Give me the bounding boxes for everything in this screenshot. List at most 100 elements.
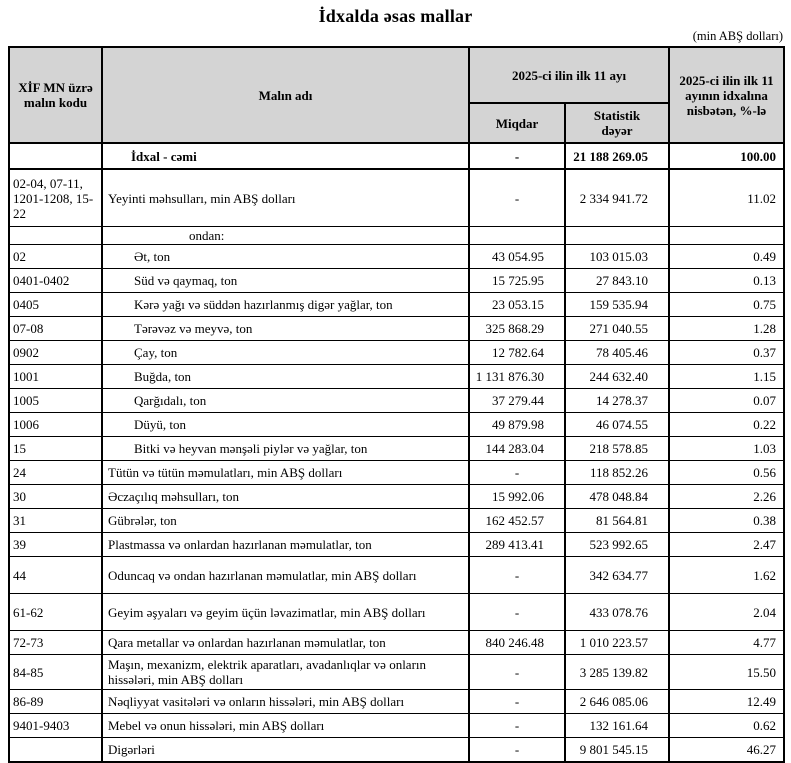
cell-quantity: - — [468, 713, 566, 738]
cell-commodity-code: 61-62 — [8, 593, 103, 631]
cell-statistical-value: 21 188 269.05 — [564, 142, 670, 170]
cell-commodity-code: 15 — [8, 436, 103, 461]
table-row: 0405 Kərə yağı və süddən hazırlanmış dig… — [8, 292, 785, 317]
cell-statistical-value: 2 646 085.06 — [564, 689, 670, 714]
cell-commodity-name: Çay, ton — [101, 340, 470, 365]
cell-statistical-value: 132 161.64 — [564, 713, 670, 738]
cell-statistical-value: 523 992.65 — [564, 532, 670, 557]
cell-percent-share: 46.27 — [668, 737, 785, 763]
cell-statistical-value — [564, 226, 670, 245]
cell-percent-share: 0.22 — [668, 412, 785, 437]
cell-statistical-value: 159 535.94 — [564, 292, 670, 317]
cell-quantity: - — [468, 654, 566, 690]
cell-percent-share: 2.47 — [668, 532, 785, 557]
table-row: 0401-0402 Süd və qaymaq, ton 15 725.95 2… — [8, 268, 785, 293]
cell-statistical-value: 118 852.26 — [564, 460, 670, 485]
cell-commodity-code: 86-89 — [8, 689, 103, 714]
cell-commodity-name: Əczaçılıq məhsulları, ton — [101, 484, 470, 509]
cell-quantity: 289 413.41 — [468, 532, 566, 557]
table-row: 39 Plastmassa və onlardan hazırlanan məm… — [8, 532, 785, 557]
cell-commodity-name: Qara metallar və onlardan hazırlanan məm… — [101, 630, 470, 655]
cell-commodity-name: Süd və qaymaq, ton — [101, 268, 470, 293]
cell-statistical-value: 1 010 223.57 — [564, 630, 670, 655]
cell-commodity-code: 84-85 — [8, 654, 103, 690]
cell-percent-share: 2.26 — [668, 484, 785, 509]
cell-commodity-name: Oduncaq və ondan hazırlanan məmulatlar, … — [101, 556, 470, 594]
cell-percent-share: 100.00 — [668, 142, 785, 170]
cell-quantity: - — [468, 168, 566, 227]
cell-commodity-name: Buğda, ton — [101, 364, 470, 389]
cell-commodity-code: 24 — [8, 460, 103, 485]
cell-commodity-code: 0902 — [8, 340, 103, 365]
cell-percent-share: 2.04 — [668, 593, 785, 631]
cell-quantity: 15 725.95 — [468, 268, 566, 293]
table-row: 24 Tütün və tütün məmulatları, min ABŞ d… — [8, 460, 785, 485]
cell-quantity: - — [468, 556, 566, 594]
cell-commodity-code: 07-08 — [8, 316, 103, 341]
cell-commodity-code: 39 — [8, 532, 103, 557]
header-quantity-column: Miqdar — [468, 102, 566, 144]
cell-quantity: 840 246.48 — [468, 630, 566, 655]
cell-percent-share: 0.56 — [668, 460, 785, 485]
header-code-column: XİF MN üzrə malın kodu — [8, 46, 103, 144]
cell-percent-share: 0.37 — [668, 340, 785, 365]
cell-commodity-code: 72-73 — [8, 630, 103, 655]
cell-statistical-value: 81 564.81 — [564, 508, 670, 533]
cell-statistical-value: 342 634.77 — [564, 556, 670, 594]
cell-statistical-value: 433 078.76 — [564, 593, 670, 631]
cell-quantity: 144 283.04 — [468, 436, 566, 461]
cell-commodity-name: Düyü, ton — [101, 412, 470, 437]
table-row: 61-62 Geyim əşyaları və geyim üçün ləvaz… — [8, 593, 785, 631]
cell-percent-share: 0.38 — [668, 508, 785, 533]
cell-percent-share: 11.02 — [668, 168, 785, 227]
cell-statistical-value: 46 074.55 — [564, 412, 670, 437]
cell-quantity: 325 868.29 — [468, 316, 566, 341]
table-row: 9401-9403 Mebel və onun hissələri, min A… — [8, 713, 785, 738]
header-name-column: Malın adı — [101, 46, 470, 144]
cell-commodity-name: Yeyinti məhsulları, min ABŞ dolları — [101, 168, 470, 227]
cell-statistical-value: 271 040.55 — [564, 316, 670, 341]
cell-quantity: 15 992.06 — [468, 484, 566, 509]
cell-commodity-name: Digərləri — [101, 737, 470, 763]
table-row: 1005 Qarğıdalı, ton 37 279.44 14 278.37 … — [8, 388, 785, 413]
header-period-group: 2025-ci ilin ilk 11 ayı — [468, 46, 670, 104]
cell-percent-share — [668, 226, 785, 245]
cell-commodity-name: ondan: — [101, 226, 470, 245]
table-row: 02-04, 07-11, 1201-1208, 15-22 Yeyinti m… — [8, 168, 785, 227]
cell-commodity-code: 0405 — [8, 292, 103, 317]
table-row: 72-73 Qara metallar və onlardan hazırlan… — [8, 630, 785, 655]
cell-percent-share: 1.15 — [668, 364, 785, 389]
cell-quantity: - — [468, 737, 566, 763]
header-value-column: Statistik dəyər — [564, 102, 670, 144]
cell-commodity-name: Kərə yağı və süddən hazırlanmış digər ya… — [101, 292, 470, 317]
cell-commodity-code — [8, 142, 103, 170]
cell-commodity-code: 0401-0402 — [8, 268, 103, 293]
cell-percent-share: 1.03 — [668, 436, 785, 461]
cell-commodity-name: Maşın, mexanizm, elektrik aparatları, av… — [101, 654, 470, 690]
cell-percent-share: 0.07 — [668, 388, 785, 413]
table-row: 31 Gübrələr, ton 162 452.57 81 564.81 0.… — [8, 508, 785, 533]
cell-statistical-value: 9 801 545.15 — [564, 737, 670, 763]
cell-commodity-name: Gübrələr, ton — [101, 508, 470, 533]
header-percent-column: 2025-ci ilin ilk 11 ayının idxalına nisb… — [668, 46, 785, 144]
cell-commodity-code: 1005 — [8, 388, 103, 413]
cell-quantity: - — [468, 689, 566, 714]
cell-commodity-name: İdxal - cəmi — [101, 142, 470, 170]
cell-percent-share: 4.77 — [668, 630, 785, 655]
cell-commodity-name: Geyim əşyaları və geyim üçün ləvazimatla… — [101, 593, 470, 631]
table-header: XİF MN üzrə malın kodu Malın adı 2025-ci… — [8, 46, 785, 144]
table-row: 44 Oduncaq və ondan hazırlanan məmulatla… — [8, 556, 785, 594]
cell-statistical-value: 478 048.84 — [564, 484, 670, 509]
table-row: 02 Ət, ton 43 054.95 103 015.03 0.49 — [8, 244, 785, 269]
cell-percent-share: 0.62 — [668, 713, 785, 738]
cell-quantity: 23 053.15 — [468, 292, 566, 317]
cell-commodity-name: Nəqliyyat vasitələri və onların hissələr… — [101, 689, 470, 714]
cell-statistical-value: 27 843.10 — [564, 268, 670, 293]
cell-commodity-name: Qarğıdalı, ton — [101, 388, 470, 413]
cell-quantity: 43 054.95 — [468, 244, 566, 269]
cell-percent-share: 0.49 — [668, 244, 785, 269]
unit-note: (min ABŞ dolları) — [692, 29, 783, 43]
cell-statistical-value: 14 278.37 — [564, 388, 670, 413]
table-row: 84-85 Maşın, mexanizm, elektrik aparatla… — [8, 654, 785, 690]
cell-commodity-name: Ət, ton — [101, 244, 470, 269]
